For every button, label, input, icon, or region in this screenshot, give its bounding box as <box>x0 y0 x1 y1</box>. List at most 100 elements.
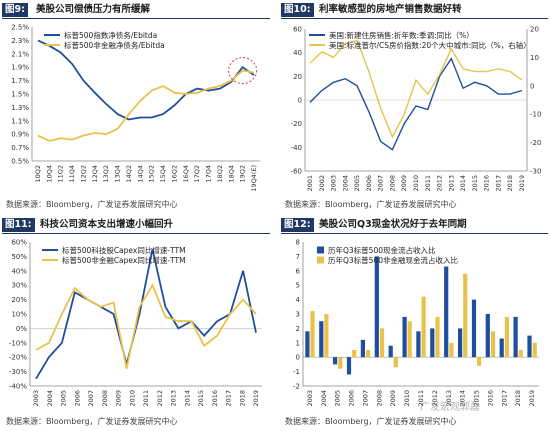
c9-legend-label-1: 标普500非金融净债务/Ebitda <box>64 40 165 50</box>
c9-xtick-label: 17Q4 <box>205 165 213 183</box>
c11-xtick-label: 2014 <box>183 390 191 407</box>
c12-bar-s0 <box>485 314 490 358</box>
c12-xtick-label: 2010 <box>403 390 411 407</box>
c11-ytick-label: 30% <box>11 282 27 290</box>
c11-ytick-label: -40% <box>9 383 27 391</box>
c9-xtick-label: 16Q4 <box>182 165 190 183</box>
c10-xtick-label: 2010 <box>412 175 420 192</box>
c10-ytick-right-label: -30 <box>530 168 541 176</box>
c11-xtick-label: 2017 <box>225 390 233 407</box>
c10-xtick-label: 2003 <box>330 175 338 192</box>
c11-ytick-label: -10% <box>9 339 27 347</box>
c12-bar-s1 <box>518 350 523 358</box>
c10-xtick-label: 2004 <box>341 175 349 192</box>
c12-bar-s1 <box>477 357 482 366</box>
c9-ytick-label: 1.3% <box>11 104 29 112</box>
c10-xtick-label: 2017 <box>494 175 502 192</box>
c12-bar-s0 <box>333 357 338 365</box>
c11-xtick-label: 2011 <box>142 390 150 407</box>
figure-10-chart: -60 -40 -20 0 20 40 60 -30 -20 -10 0 10 20 2001 2002 20… <box>291 26 542 192</box>
c10-xtick-label: 2019 <box>518 175 526 192</box>
figure-11-header: 图11: 科技公司资本支出增速小幅回升 <box>2 218 270 234</box>
c10-ytick-right-label: 0 <box>530 82 534 90</box>
c12-bar-s0 <box>471 299 477 358</box>
c12-bar-s1 <box>338 357 343 369</box>
c10-xtick-label: 2005 <box>353 175 361 192</box>
c11-ytick-label: -30% <box>9 368 27 376</box>
c10-series-line-1 <box>309 39 523 139</box>
figure-10-header: 图10: 利率敏感型的房地产销售数据好转 <box>281 3 548 19</box>
figure-9-source: 数据来源：Bloomberg，广发证券发展研究中心 <box>6 200 178 209</box>
c10-xtick-label: 2011 <box>424 175 432 192</box>
c12-legend-label-1: 历年Q3标普500非金融现金流占收入比 <box>328 255 458 265</box>
c11-xtick-label: 2012 <box>156 390 164 407</box>
c12-xtick-label: 2017 <box>500 390 508 407</box>
c11-xtick-label: 2010 <box>128 390 136 407</box>
c11-ytick-label: 10% <box>11 311 27 319</box>
c9-ytick-label: 1.9% <box>11 64 29 72</box>
c10-ytick-right-label: -10 <box>530 111 541 119</box>
c12-bar-s1 <box>366 350 371 358</box>
figure-12-header: 图12: 美股公司Q3现金状况好于去年同期 <box>281 218 548 234</box>
c11-xtick-label: 2005 <box>60 390 68 407</box>
c9-xtick-label: 18Q4 <box>227 165 235 183</box>
c12-bar-s1 <box>379 328 385 358</box>
c11-ytick-label: 50% <box>11 253 27 261</box>
c12-ytick-label: 4 <box>296 296 301 304</box>
figure-12-chart: -2 -1 0 1 2 3 4 5 6 7 8 2003 2004 2005 2006 2007 2008 200… <box>293 239 539 407</box>
c9-xtick-label: 15Q2 <box>148 165 156 183</box>
c10-xtick-label: 2001 <box>306 175 314 192</box>
c10-legend-label-0: 美国:新建住房销售:折年数:季调:同比（%） <box>329 30 474 40</box>
c11-series-line-1 <box>35 283 257 369</box>
c10-ytick-left-label: -60 <box>291 168 302 176</box>
c11-ytick-label: 60% <box>11 239 27 247</box>
c10-ytick-left-label: -40 <box>291 144 302 152</box>
c10-ytick-right-label: 20 <box>530 26 539 34</box>
c12-bar-s0 <box>444 266 449 358</box>
c10-xtick-label: 2008 <box>388 175 396 192</box>
figure-9-chart: 0.5% 0.7% 0.9% 1.1% 1.3% 1.5% 1.7% 1.9% 2.1% 2.3%… <box>11 24 260 192</box>
c10-xtick-label: 2002 <box>318 175 326 192</box>
c12-bar-s1 <box>532 342 537 358</box>
c12-ytick-label: -1 <box>293 368 300 376</box>
c12-bar-s0 <box>527 335 532 358</box>
c12-bar-s0 <box>388 345 393 358</box>
c12-legend-swatch-1 <box>317 256 324 264</box>
c9-ytick-label: 0.5% <box>11 158 29 166</box>
figure-10-source: 数据来源：Bloomberg，广发证券发展研究中心 <box>285 200 457 209</box>
c12-bar-s0 <box>305 331 310 358</box>
figure-11-panel: 图11: 科技公司资本支出增速小幅回升 -40% -30% -20% -10% 0% 10… <box>2 218 270 429</box>
c12-legend-label-0: 历年Q3标普500现金流占收入比 <box>328 245 436 255</box>
c12-ytick-label: 8 <box>296 239 300 247</box>
c9-ytick-label: 2.5% <box>11 24 29 32</box>
c12-bar-s0 <box>374 256 379 358</box>
c12-bar-s0 <box>402 316 407 358</box>
c12-legend-swatch-0 <box>317 246 324 254</box>
c11-ytick-label: 0% <box>16 325 27 333</box>
c9-xtick-label: 18Q2 <box>216 165 224 183</box>
c9-xtick-label: 12Q2 <box>79 165 87 183</box>
c9-xtick-label: 16Q2 <box>170 165 178 183</box>
c12-ytick-label: 3 <box>296 311 300 319</box>
c9-ytick-label: 0.7% <box>11 144 29 152</box>
c10-ytick-left-label: -20 <box>291 120 302 128</box>
c9-series-line-1 <box>37 69 255 142</box>
c12-ytick-label: 2 <box>296 325 300 333</box>
c10-xtick-label: 2006 <box>365 175 373 192</box>
figure-9-label: 图9: <box>2 3 28 17</box>
c12-bar-s0 <box>430 328 435 358</box>
c9-ytick-label: 1.7% <box>11 77 29 85</box>
figure-12-panel: 图12: 美股公司Q3现金状况好于去年同期 -2 -1 0 1 2 3 4 5 6 7 8 2003 2… <box>281 218 548 429</box>
c11-ytick-label: -20% <box>9 354 27 362</box>
c9-xtick-label: 10Q4 <box>45 165 53 183</box>
c12-xtick-label: 2003 <box>306 390 314 407</box>
c12-bar-s1 <box>463 273 468 358</box>
c9-xtick-label: 11Q4 <box>68 165 76 183</box>
c9-xtick-label: 19Q2 <box>239 165 247 183</box>
c11-ytick-label: 20% <box>11 296 27 304</box>
c12-bar-s0 <box>346 357 352 375</box>
c12-bar-s1 <box>352 350 357 358</box>
figure-9-panel: 图9: 美股公司偿债压力有所缓解 0.5% 0.7% 0.9% 1.1% 1.3% 1.5… <box>2 3 270 213</box>
c9-ytick-label: 0.9% <box>11 131 29 139</box>
c12-bar-s1 <box>504 316 509 358</box>
